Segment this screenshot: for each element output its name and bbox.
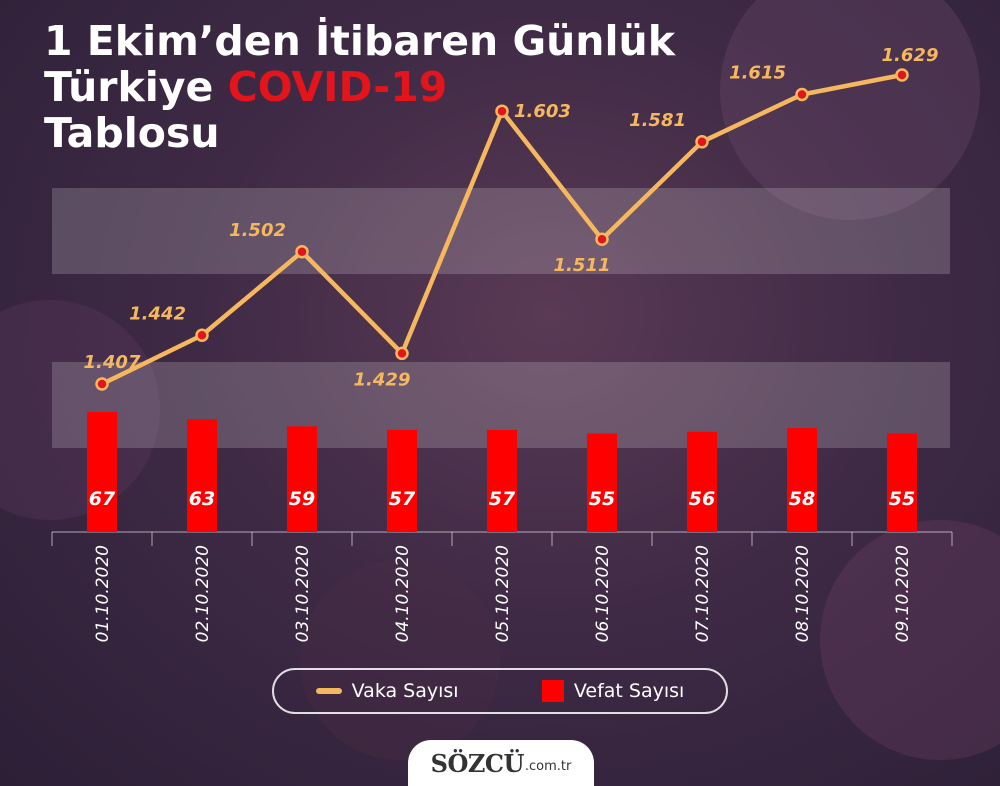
line-point-cases bbox=[795, 87, 809, 102]
bar-deaths bbox=[287, 426, 317, 532]
chart-title: 1 Ekim’den İtibaren Günlük Türkiye COVID… bbox=[44, 18, 675, 156]
x-tick-label: 09.10.2020 bbox=[893, 545, 913, 642]
line-point-cases bbox=[295, 245, 309, 259]
bar-deaths bbox=[487, 429, 517, 532]
x-tick-label: 05.10.2020 bbox=[493, 545, 513, 642]
background-virus bbox=[720, 0, 980, 220]
line-point-cases bbox=[395, 346, 409, 361]
line-point-cases bbox=[695, 135, 709, 149]
highlight-band bbox=[52, 188, 950, 274]
bar-value-label: 59 bbox=[289, 488, 315, 510]
title-line-2: Türkiye COVID-19 bbox=[44, 64, 675, 110]
title-line-2-prefix: Türkiye bbox=[44, 63, 228, 111]
bar-deaths bbox=[187, 419, 217, 532]
line-value-label: 1.442 bbox=[129, 303, 186, 324]
line-point-cases bbox=[595, 232, 609, 246]
line-point-cases bbox=[495, 104, 509, 118]
bar-deaths bbox=[587, 433, 617, 532]
x-tick-label: 03.10.2020 bbox=[293, 545, 313, 642]
background-virus bbox=[300, 560, 500, 760]
bar-value-label: 67 bbox=[89, 488, 116, 510]
line-value-label: 1.629 bbox=[882, 45, 939, 66]
line-value-label: 1.429 bbox=[354, 369, 411, 390]
line-point-cases bbox=[95, 377, 109, 391]
legend-item-deaths: Vefat Sayısı bbox=[541, 680, 685, 702]
bar-value-label: 57 bbox=[489, 488, 516, 510]
x-tick-label: 01.10.2020 bbox=[93, 545, 113, 642]
bar-value-label: 58 bbox=[789, 488, 815, 510]
x-tick-label: 06.10.2020 bbox=[593, 545, 613, 642]
bar-deaths bbox=[887, 433, 917, 532]
x-tick-label: 02.10.2020 bbox=[193, 545, 213, 642]
bar-value-label: 57 bbox=[389, 488, 416, 510]
bar-value-label: 56 bbox=[689, 488, 715, 510]
title-accent: COVID-19 bbox=[227, 63, 448, 111]
legend: Vaka Sayısı Vefat Sayısı bbox=[272, 668, 728, 714]
bar-deaths bbox=[387, 429, 417, 532]
logo-brand: SÖZCÜ bbox=[430, 748, 525, 778]
line-value-label: 1.502 bbox=[229, 220, 286, 241]
line-value-label: 1.511 bbox=[554, 255, 611, 276]
logo-domain: .com.tr bbox=[524, 758, 572, 774]
legend-item-cases: Vaka Sayısı bbox=[315, 680, 459, 702]
line-value-label: 1.407 bbox=[84, 352, 141, 373]
background-virus bbox=[820, 520, 1000, 760]
line-point-cases bbox=[195, 328, 209, 343]
x-tick-label: 04.10.2020 bbox=[393, 545, 413, 642]
line-value-label: 1.603 bbox=[514, 101, 571, 122]
bar-value-label: 63 bbox=[189, 488, 215, 510]
bar-deaths bbox=[87, 412, 117, 532]
bar-deaths bbox=[687, 431, 717, 532]
sozcu-logo[interactable]: SÖZCÜ .com.tr bbox=[408, 740, 594, 786]
legend-deaths-label: Vefat Sayısı bbox=[573, 680, 685, 702]
x-tick-label: 08.10.2020 bbox=[793, 545, 813, 642]
bar-value-label: 55 bbox=[889, 488, 915, 510]
legend-cases-label: Vaka Sayısı bbox=[351, 680, 459, 702]
title-line-1: 1 Ekim’den İtibaren Günlük bbox=[44, 17, 675, 65]
line-cases bbox=[99, 72, 905, 387]
legend-line-symbol bbox=[315, 688, 342, 694]
x-tick-label: 07.10.2020 bbox=[693, 545, 713, 642]
line-value-label: 1.581 bbox=[629, 110, 686, 131]
line-point-cases bbox=[895, 68, 909, 82]
bar-deaths bbox=[787, 428, 817, 532]
title-line-3: Tablosu bbox=[44, 109, 220, 157]
line-value-label: 1.615 bbox=[729, 62, 786, 83]
bar-value-label: 55 bbox=[589, 488, 615, 510]
legend-bar-symbol bbox=[541, 680, 564, 702]
